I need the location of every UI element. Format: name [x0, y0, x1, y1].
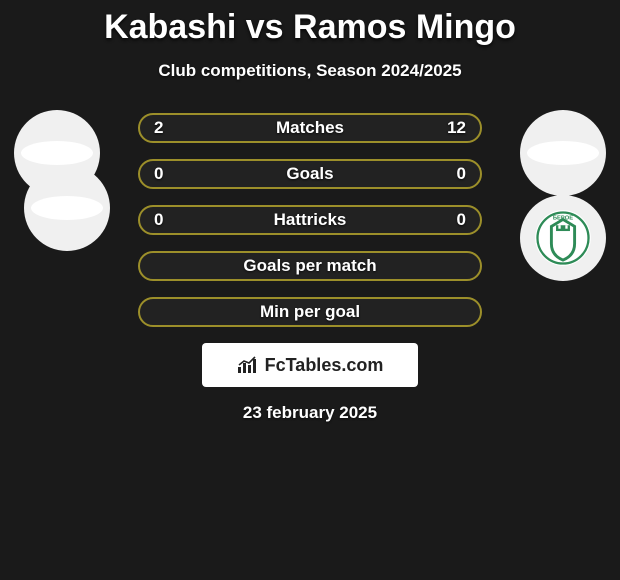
stat-label: Hattricks [140, 210, 480, 230]
stat-left-value: 0 [154, 164, 163, 184]
stat-label: Min per goal [140, 302, 480, 322]
beroe-logo-icon: БЕРОЕ [534, 209, 592, 267]
brand-text: FcTables.com [237, 355, 384, 376]
placeholder-icon [21, 141, 93, 165]
stat-row-matches: 2 Matches 12 [138, 113, 482, 143]
date-text: 23 february 2025 [0, 403, 620, 423]
placeholder-icon [527, 141, 599, 165]
stat-right-value: 0 [457, 210, 466, 230]
stat-right-value: 12 [447, 118, 466, 138]
chart-icon [237, 356, 259, 374]
right-club-badge-1 [520, 110, 606, 196]
svg-text:БЕРОЕ: БЕРОЕ [553, 215, 573, 221]
brand-box: FcTables.com [202, 343, 418, 387]
subtitle: Club competitions, Season 2024/2025 [0, 61, 620, 81]
stat-row-hattricks: 0 Hattricks 0 [138, 205, 482, 235]
stat-row-goals: 0 Goals 0 [138, 159, 482, 189]
right-club-badge-2: БЕРОЕ [520, 195, 606, 281]
stat-left-value: 2 [154, 118, 163, 138]
brand-label: FcTables.com [265, 355, 384, 376]
left-club-badge-2 [24, 165, 110, 251]
stat-row-goals-per-match: Goals per match [138, 251, 482, 281]
stat-label: Goals per match [140, 256, 480, 276]
stat-right-value: 0 [457, 164, 466, 184]
stat-label: Matches [140, 118, 480, 138]
stats-bars: 2 Matches 12 0 Goals 0 0 Hattricks 0 Goa… [138, 113, 482, 327]
stat-left-value: 0 [154, 210, 163, 230]
stat-row-min-per-goal: Min per goal [138, 297, 482, 327]
stat-label: Goals [140, 164, 480, 184]
page-title: Kabashi vs Ramos Mingo [0, 0, 620, 47]
placeholder-icon [31, 196, 103, 220]
